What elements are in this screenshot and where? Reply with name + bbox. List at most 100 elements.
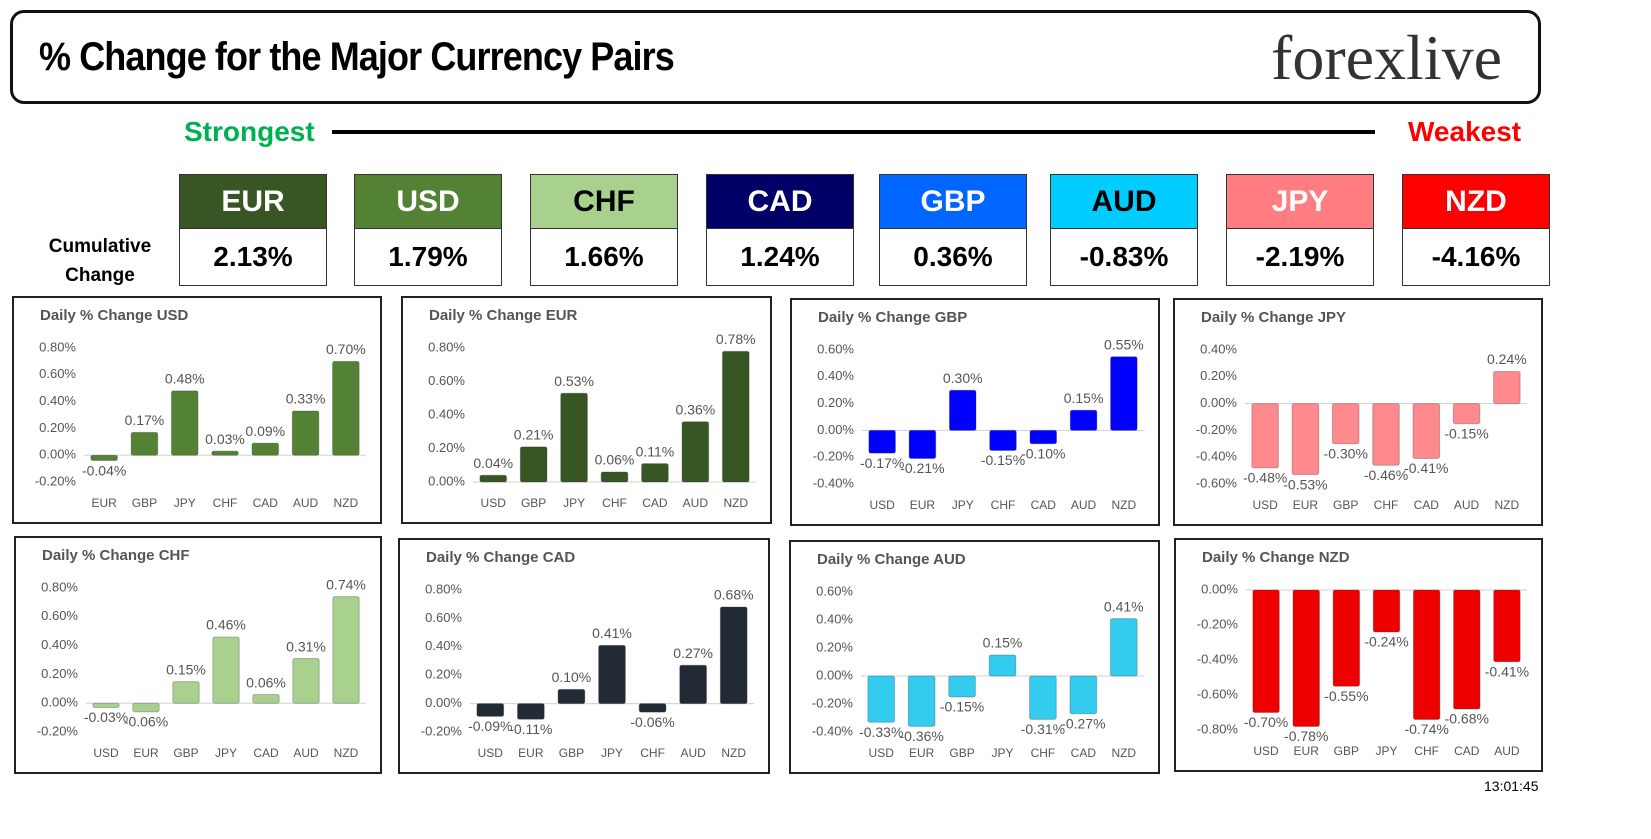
x-tick-label: JPY — [563, 496, 585, 510]
bar — [1069, 409, 1098, 431]
bar — [600, 471, 629, 483]
bar — [130, 431, 159, 456]
timestamp: 13:01:45 — [1484, 778, 1539, 794]
bar — [332, 360, 360, 456]
bar — [211, 450, 239, 456]
cumulative-change: 1.66% — [564, 241, 644, 272]
x-tick-label: CAD — [253, 746, 279, 760]
data-label: 0.11% — [636, 443, 675, 459]
data-label: 0.15% — [166, 661, 206, 677]
x-tick-label: USD — [481, 496, 507, 510]
bar — [291, 410, 320, 456]
data-label: -0.21% — [900, 460, 944, 476]
x-tick-label: JPY — [174, 496, 196, 510]
weakest-label: Weakest — [1408, 116, 1522, 147]
y-tick-label: -0.20% — [812, 695, 854, 710]
bar — [908, 429, 937, 460]
bar — [1251, 403, 1279, 469]
y-tick-label: -0.80% — [1197, 721, 1239, 736]
data-label: 0.78% — [716, 331, 756, 347]
data-label: -0.09% — [468, 718, 512, 734]
data-label: -0.41% — [1404, 460, 1448, 476]
y-tick-label: 0.80% — [425, 581, 462, 596]
data-label: -0.53% — [1283, 476, 1327, 492]
x-tick-label: CAD — [642, 496, 668, 510]
bar — [1453, 589, 1481, 710]
bar — [1292, 589, 1320, 727]
data-label: -0.68% — [1445, 711, 1489, 727]
y-tick-label: -0.40% — [1196, 449, 1238, 464]
strongest-label: Strongest — [184, 116, 315, 147]
currency-box: USD 1.79% — [354, 174, 502, 286]
data-label: -0.33% — [859, 724, 903, 740]
y-tick-label: 0.40% — [39, 393, 76, 408]
currency-box: GBP 0.36% — [879, 174, 1027, 286]
x-tick-label: NZD — [334, 746, 359, 760]
currency-box: CAD 1.24% — [706, 174, 854, 286]
chart-panel: Daily % Change EUR 0.00% 0.20% 0.40% 0.60% 0.… — [401, 296, 772, 524]
cumulative-change: 1.79% — [388, 241, 468, 272]
x-tick-label: NZD — [334, 496, 359, 510]
bar — [1252, 589, 1280, 713]
y-tick-label: -0.20% — [1196, 422, 1238, 437]
y-tick-label: 0.00% — [428, 473, 465, 488]
chart-title: Daily % Change USD — [40, 307, 189, 324]
chart-panel: Daily % Change USD -0.20% 0.00% 0.20% 0.40% 0… — [12, 296, 382, 524]
bar — [1110, 356, 1138, 431]
data-label: -0.03% — [84, 709, 128, 725]
bar — [1069, 675, 1098, 715]
bar — [1452, 403, 1481, 425]
chart-title: Daily % Change AUD — [817, 551, 966, 568]
chart: Daily % Change GBP -0.40% -0.20% 0.00% 0.20%… — [813, 309, 1144, 512]
cumulative-change: -0.83% — [1079, 241, 1169, 272]
currency-name: GBP — [880, 175, 1026, 229]
y-tick-label: 0.00% — [425, 695, 462, 710]
x-tick-label: GBP — [173, 746, 198, 760]
bar — [679, 664, 708, 705]
data-label: -0.06% — [630, 714, 674, 730]
data-label: 0.03% — [205, 431, 245, 447]
data-label: -0.04% — [82, 462, 126, 478]
y-tick-label: 0.40% — [816, 611, 853, 626]
chart-panel: Daily % Change CHF -0.20% 0.00% 0.20% 0.40% 0… — [14, 536, 382, 774]
data-label: 0.15% — [983, 635, 1023, 651]
currency-name: AUD — [1051, 175, 1197, 229]
x-tick-label: EUR — [518, 746, 544, 760]
chart: Daily % Change CAD -0.20% 0.00% 0.20% 0.40% 0… — [421, 549, 754, 760]
currency-name: NZD — [1403, 175, 1549, 229]
data-label: 0.04% — [473, 455, 513, 471]
x-tick-label: CHF — [1414, 744, 1439, 758]
bar — [560, 392, 588, 483]
y-tick-label: 0.40% — [41, 637, 78, 652]
y-tick-label: 0.20% — [428, 440, 465, 455]
currency-name: JPY — [1227, 175, 1373, 229]
bar — [251, 442, 280, 456]
data-label: 0.70% — [326, 341, 366, 357]
x-tick-label: CHF — [1031, 746, 1056, 760]
x-tick-label: NZD — [723, 496, 748, 510]
x-tick-label: JPY — [991, 746, 1013, 760]
y-tick-label: 0.00% — [1201, 581, 1238, 596]
y-tick-label: 0.20% — [39, 420, 76, 435]
x-tick-label: AUD — [293, 496, 319, 510]
data-label: 0.09% — [245, 423, 285, 439]
data-label: 0.33% — [286, 391, 326, 407]
x-tick-label: NZD — [1495, 498, 1520, 512]
bar — [948, 389, 977, 431]
y-tick-label: 0.60% — [817, 341, 854, 356]
data-label: 0.68% — [714, 587, 754, 603]
bar — [557, 688, 586, 705]
chart: Daily % Change JPY -0.60% -0.40% -0.20% 0.00… — [1196, 309, 1527, 512]
data-label: 0.06% — [246, 674, 286, 690]
data-label: 0.74% — [326, 576, 366, 592]
x-tick-label: JPY — [1375, 744, 1397, 758]
x-tick-label: NZD — [721, 746, 746, 760]
x-tick-label: JPY — [215, 746, 237, 760]
x-tick-label: CAD — [1071, 746, 1097, 760]
bar — [681, 421, 710, 483]
bar — [1493, 589, 1521, 663]
currency-box: CHF 1.66% — [530, 174, 678, 286]
x-tick-label: GBP — [559, 746, 584, 760]
y-tick-label: -0.20% — [35, 473, 77, 488]
y-tick-label: 0.60% — [41, 608, 78, 623]
